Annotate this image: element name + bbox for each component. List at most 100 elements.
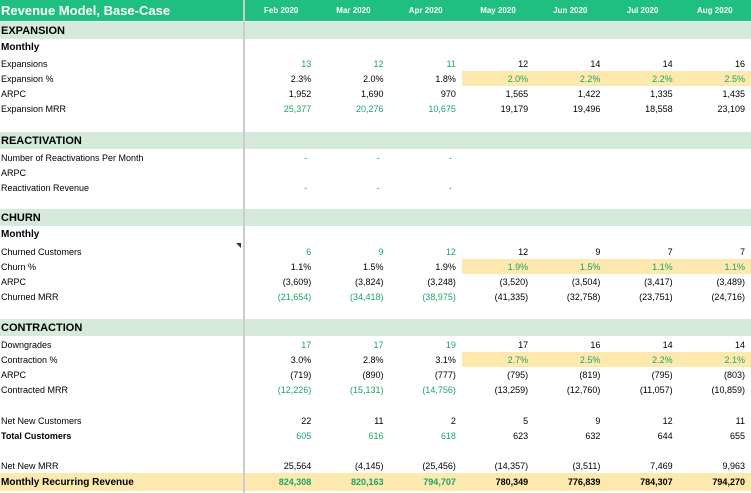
cell[interactable]: - — [448, 182, 452, 193]
row-label[interactable]: Expansions — [1, 58, 48, 69]
cell[interactable]: 1.1% — [678, 259, 751, 274]
cell[interactable]: (3,248) — [427, 276, 456, 287]
cell[interactable]: 1.1% — [606, 259, 679, 274]
cell[interactable]: 13 — [301, 58, 312, 69]
row-label[interactable]: Reactivation Revenue — [1, 182, 90, 193]
cell[interactable]: 2.2% — [606, 71, 679, 86]
cell[interactable]: 2.0% — [363, 73, 384, 84]
cell[interactable]: (12,226) — [277, 384, 312, 395]
cell[interactable]: 19,496 — [572, 103, 601, 114]
cell[interactable]: 1.5% — [363, 261, 384, 272]
cell[interactable]: 1,422 — [577, 88, 601, 99]
cell[interactable]: 2.7% — [461, 352, 535, 367]
cell[interactable]: - — [304, 152, 308, 163]
cell[interactable]: 9 — [595, 415, 601, 426]
cell[interactable]: 2 — [450, 415, 456, 426]
cell[interactable]: 14 — [662, 58, 673, 69]
cell[interactable]: 14 — [590, 58, 601, 69]
cell[interactable]: 618 — [440, 430, 456, 441]
cell[interactable]: 644 — [657, 430, 673, 441]
cell[interactable]: 12 — [373, 58, 384, 69]
cell[interactable]: 632 — [585, 430, 601, 441]
cell[interactable]: 14 — [662, 339, 673, 350]
cell[interactable]: - — [376, 182, 380, 193]
cell[interactable]: 605 — [296, 430, 312, 441]
cell[interactable]: 1,565 — [505, 88, 529, 99]
sheet-title[interactable]: Revenue Model, Base-Case — [1, 3, 171, 18]
row-label[interactable]: Expansion MRR — [1, 103, 67, 114]
cell[interactable]: 820,163 — [351, 477, 384, 487]
cell[interactable] — [534, 150, 606, 165]
row-label[interactable]: Total Customers — [1, 430, 72, 441]
row-label[interactable]: Net New Customers — [1, 415, 82, 426]
cell[interactable]: 1,952 — [288, 88, 312, 99]
cell[interactable]: 1,335 — [650, 88, 673, 99]
cell[interactable]: (12,760) — [566, 384, 601, 395]
cell[interactable]: 776,839 — [567, 477, 601, 487]
cell[interactable]: 1.9% — [435, 261, 456, 272]
cell[interactable]: (3,511) — [572, 460, 601, 471]
cell[interactable]: (4,145) — [355, 460, 384, 471]
cell[interactable]: 794,707 — [423, 477, 456, 487]
section-title[interactable]: EXPANSION — [1, 24, 65, 37]
month-header[interactable]: Jul 2020 — [626, 6, 659, 15]
row-label[interactable]: ARPC — [1, 167, 27, 178]
cell[interactable]: (14,357) — [494, 460, 529, 471]
row-label[interactable]: ARPC — [1, 88, 27, 99]
cell[interactable] — [534, 180, 606, 195]
cell[interactable]: (24,716) — [711, 291, 745, 302]
section-title[interactable]: CONTRACTION — [1, 321, 83, 334]
cell[interactable]: 2.5% — [534, 352, 607, 367]
cell[interactable]: 9 — [595, 246, 601, 257]
cell[interactable]: 9 — [378, 246, 384, 257]
cell[interactable]: 19,179 — [500, 103, 529, 114]
cell[interactable]: (890) — [362, 369, 384, 380]
cell[interactable]: 616 — [368, 430, 384, 441]
cell[interactable] — [606, 150, 678, 165]
cell[interactable]: 11 — [446, 58, 456, 69]
cell[interactable]: 12 — [445, 246, 456, 257]
section-title[interactable]: REACTIVATION — [1, 134, 82, 147]
cell[interactable]: 1.9% — [461, 259, 535, 274]
cell[interactable] — [606, 180, 678, 195]
cell[interactable]: 2.1% — [678, 352, 751, 367]
cell[interactable]: 16 — [734, 58, 745, 69]
cell[interactable]: (719) — [290, 369, 312, 380]
cell[interactable]: (23,751) — [639, 291, 673, 302]
cell[interactable]: 22 — [301, 415, 312, 426]
subheader-label[interactable]: Monthly — [1, 42, 40, 53]
cell[interactable]: 1.5% — [534, 259, 607, 274]
cell[interactable]: 2.5% — [678, 71, 751, 86]
cell[interactable]: - — [376, 152, 380, 163]
cell[interactable]: 1,690 — [361, 88, 384, 99]
cell[interactable]: 1.8% — [435, 73, 456, 84]
row-label[interactable]: Churned Customers — [1, 246, 82, 257]
cell[interactable]: 3.0% — [290, 354, 312, 365]
cell[interactable]: - — [304, 182, 308, 193]
comment-indicator-icon[interactable] — [236, 243, 241, 248]
cell[interactable]: (3,520) — [499, 276, 529, 287]
row-label[interactable]: ARPC — [1, 276, 27, 287]
cell[interactable]: 12 — [518, 246, 529, 257]
cell[interactable]: 12 — [662, 415, 673, 426]
cell[interactable]: 1.1% — [290, 261, 312, 272]
cell[interactable]: (14,756) — [422, 384, 456, 395]
cell[interactable]: (3,504) — [571, 276, 601, 287]
cell[interactable]: 6 — [306, 246, 312, 257]
cell[interactable]: 18,558 — [645, 103, 673, 114]
month-header[interactable]: Feb 2020 — [264, 6, 299, 15]
cell[interactable] — [462, 180, 534, 195]
subheader-label[interactable]: Monthly — [1, 229, 40, 240]
cell[interactable]: 20,276 — [356, 103, 384, 114]
cell[interactable]: 17 — [518, 339, 529, 350]
month-header[interactable]: May 2020 — [480, 6, 516, 15]
cell[interactable]: (11,057) — [639, 384, 673, 395]
cell[interactable]: 12 — [518, 58, 529, 69]
cell[interactable]: 2.3% — [290, 73, 312, 84]
cell[interactable]: (3,417) — [644, 276, 673, 287]
cell[interactable]: (777) — [434, 369, 456, 380]
month-header[interactable]: Mar 2020 — [336, 6, 371, 15]
cell[interactable]: 25,564 — [283, 460, 312, 471]
cell[interactable] — [462, 150, 534, 165]
cell[interactable]: (32,758) — [566, 291, 601, 302]
